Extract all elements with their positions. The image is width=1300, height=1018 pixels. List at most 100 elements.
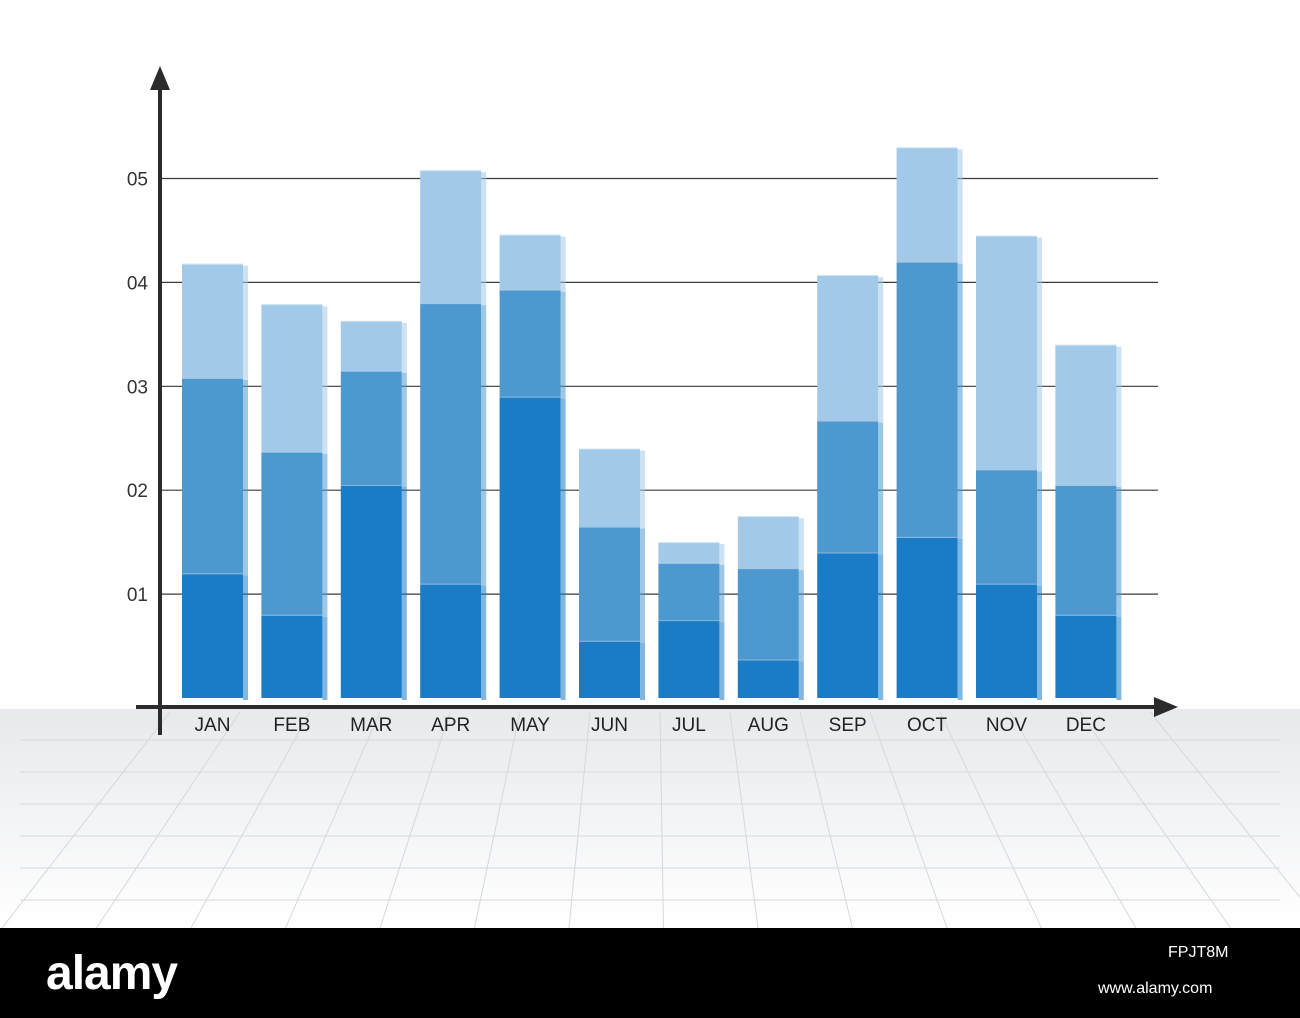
bar-segment-side [1037,471,1042,586]
bar-segment-side [878,422,884,555]
bar-segment-side [798,661,804,700]
bar-segment [182,573,243,698]
bar-segment-side [243,379,248,576]
floor-grid-line [474,711,521,928]
bar-segment [499,234,561,290]
bar-segment [737,568,799,660]
bar-segment [658,562,720,621]
bar-segment [817,420,879,553]
bar-segment-side [560,236,566,292]
bar-segment-side [481,305,487,586]
x-tick-label: JUN [591,715,628,736]
x-tick-label: SEP [829,715,867,736]
bar-segment [658,542,720,563]
bar-segment-side [719,622,725,700]
bar-segment [737,659,799,698]
bar-segment [420,170,482,304]
watermark-url: www.alamy.com [1098,980,1213,997]
bar-segment-side [481,585,487,700]
bar-segment-side [1116,346,1122,488]
bar-segment [340,320,402,371]
floor-grid-line [568,711,591,928]
floor-grid-line [799,711,853,928]
bar-segment [817,275,879,421]
y-axis-arrow [150,66,170,90]
bar-segment [340,485,402,698]
x-tick-label: MAR [350,715,392,736]
x-tick-label: APR [431,715,470,736]
y-tick-label: 03 [127,377,148,398]
bar-segment [340,370,402,486]
x-tick-label: AUG [748,715,789,736]
bar-segment [420,583,482,698]
bar-segment-side [401,372,407,488]
bar-segment-side [560,291,566,399]
bar-chart: 01 02 03 04 05 JAN FEB MAR APR MAY JUN JUL AUG SEP OCT… [0,66,1300,928]
x-tick-label: OCT [907,715,948,736]
bar-segment-side [798,518,804,571]
bar-segment-side [878,554,884,700]
bar-segment-side [322,306,328,454]
bar-segment-side [957,538,963,700]
x-tick-label: JAN [195,715,231,736]
bar-segment-side [243,265,248,380]
bar-segment [737,516,799,569]
bar-segment-side [878,277,884,423]
bar-segment [896,261,958,537]
bar-segment [817,552,879,698]
x-tick-label: MAY [510,715,550,736]
bar-segment [1055,614,1117,698]
bar-segment-side [401,487,407,700]
bar-segment-side [798,570,804,662]
bar-segment-side [243,575,248,700]
bar-segment [261,451,323,615]
bar-segment [499,396,561,698]
x-axis-arrow [1154,697,1178,717]
bar-segment-side [719,564,725,623]
x-tick-label: FEB [273,715,310,736]
floor-grid-line [96,711,241,928]
floor-grid-line [1149,711,1300,898]
y-tick-label: 04 [127,273,149,294]
bar-segment-side [1116,616,1122,700]
bar-segment [182,263,243,378]
bar-segment-side [1116,487,1122,617]
bar-segment-side [401,322,407,373]
bar-segment-side [560,398,566,700]
floor-grid-line [1,711,171,928]
floor-grid-line [729,711,759,928]
floor-grid-line [1009,711,1137,928]
x-tick-label: NOV [986,715,1028,736]
floor-plane [0,709,1300,928]
bar-segment [499,289,561,397]
bar-segment-side [640,450,645,529]
watermark-banner: alamy FPJT8M www.alamy.com [0,928,1300,1018]
bar-segment-side [719,544,725,565]
bar-segment [658,620,720,698]
bar-segment [579,526,640,641]
floor-grid-line [379,711,451,928]
bar-segment-side [640,642,645,700]
bar-segment-side [957,149,963,264]
bar-segment [976,469,1037,584]
watermark-logo: alamy [46,947,178,1000]
bar-segment [1055,344,1117,486]
floor-grid-line [190,711,311,928]
y-tick-label: 05 [127,170,148,191]
bar-segment-side [1037,585,1042,700]
floor-grid-line [1079,711,1231,928]
bar-segment-side [640,528,645,643]
bar-segment [420,303,482,584]
bar-segment [976,235,1037,470]
bar-segment-side [322,616,328,700]
bar-segment [1055,485,1117,615]
x-tick-label: DEC [1066,715,1106,736]
bar-segment [579,640,640,698]
bar-segment [261,304,323,452]
bar-segment-side [322,453,328,617]
bar-segment [182,377,243,574]
bar-segment [896,536,958,698]
y-tick-label: 02 [127,481,148,502]
y-tick-label: 01 [127,585,148,606]
watermark-image-id: FPJT8M [1168,944,1229,961]
